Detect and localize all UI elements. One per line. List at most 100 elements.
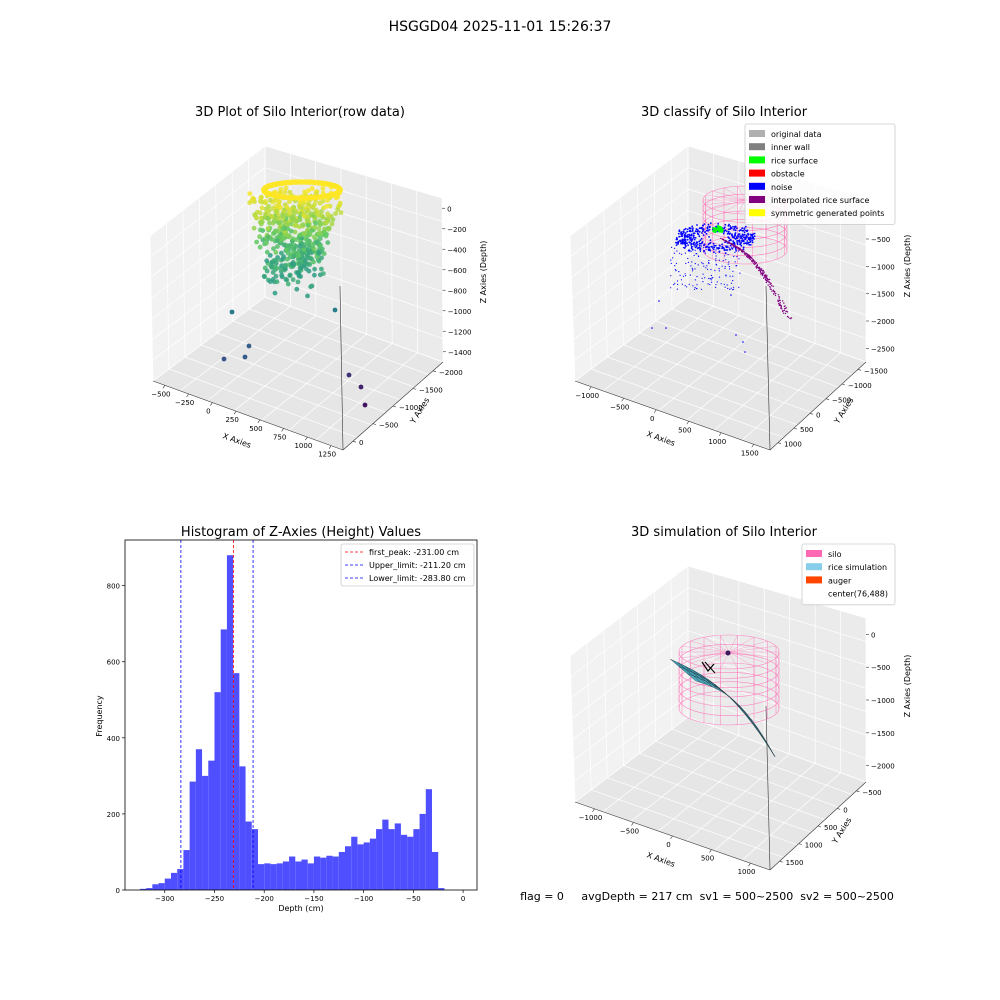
raw-data-point <box>259 205 265 211</box>
raw-data-point <box>307 249 312 255</box>
raw-z-axis-label: Z Axies (Depth) <box>479 241 488 304</box>
noise-point <box>727 254 729 256</box>
noise-point <box>687 244 689 247</box>
simulation-z-tick-label: 0 <box>871 631 875 639</box>
histogram-y-tick-label: 600 <box>107 659 120 667</box>
raw-outlier-point <box>242 354 248 360</box>
raw-data-point <box>320 246 325 252</box>
noise-point <box>680 241 682 243</box>
simulation-x-tick-mark <box>748 863 751 867</box>
simulation-z-tick-label: −500 <box>871 664 890 672</box>
raw-data-point <box>316 226 322 232</box>
raw-data-point <box>328 213 334 219</box>
noise-point <box>708 248 710 251</box>
noise-point <box>683 236 686 239</box>
noise-point <box>718 268 720 270</box>
simulation-grid-line <box>607 777 798 846</box>
simulation-silo-spoke <box>690 640 730 653</box>
noise-point <box>707 283 709 285</box>
noise-point <box>735 237 738 240</box>
simulation-silo-spoke <box>728 651 738 669</box>
noise-point <box>715 252 717 254</box>
classify-grid-line <box>653 171 657 322</box>
interpolated-surface-point <box>783 309 786 312</box>
raw-data-point <box>287 199 292 205</box>
histogram-bar <box>345 846 352 890</box>
histogram-x-tick-label: −300 <box>155 895 174 903</box>
interpolated-surface-point <box>782 310 784 312</box>
noise-point <box>741 233 744 236</box>
interpolated-surface-point <box>765 281 767 284</box>
interpolated-surface-point <box>743 252 746 254</box>
histogram-legend: first_peak: -231.00 cm Upper_limit: -211.… <box>340 543 475 587</box>
raw-data-point <box>285 281 291 287</box>
simulation-y-tick-mark <box>798 843 802 845</box>
classify-x-tick-label: 500 <box>678 426 691 434</box>
noise-point <box>673 252 676 254</box>
raw-outlier-point <box>332 307 338 313</box>
raw-data-point <box>301 247 307 253</box>
interpolated-surface-point <box>720 237 722 240</box>
simulation-y-tick-label: 500 <box>824 824 837 832</box>
raw-pane-floor <box>153 297 443 450</box>
interpolated-surface-point <box>753 263 755 265</box>
noise-point <box>753 235 756 238</box>
simulation-grid-line <box>687 565 867 619</box>
classify-legend-frame <box>744 123 896 225</box>
noise-point <box>733 288 735 290</box>
classify-x-tick-mark <box>654 409 657 413</box>
noise-point <box>727 232 730 235</box>
raw-outlier-point <box>221 356 227 362</box>
interpolated-surface-point <box>783 312 785 314</box>
rice-surface-point <box>716 227 720 231</box>
noise-point <box>690 247 693 250</box>
noise-point <box>702 273 704 275</box>
classify-grid-line <box>586 223 592 370</box>
noise-point <box>674 282 676 284</box>
noise-point <box>698 235 701 238</box>
noise-point <box>708 277 710 280</box>
classify-grid-line <box>655 320 839 388</box>
classify-silo-spoke <box>712 190 746 201</box>
raw-data-point <box>279 272 285 278</box>
raw-data-point <box>277 233 283 239</box>
simulation-x-tick-label: −1000 <box>579 814 603 822</box>
simulation-grid-line <box>571 608 689 698</box>
raw-x-tick-mark <box>305 436 308 441</box>
noise-point <box>701 277 703 279</box>
interpolated-surface-point <box>765 277 767 279</box>
noise-point <box>723 249 726 252</box>
raw-grid-line <box>315 352 418 441</box>
simulation-grid-line <box>687 608 867 666</box>
noise-point <box>735 334 737 336</box>
raw-data-point <box>274 265 280 271</box>
classify-grid-line <box>687 296 867 363</box>
histogram-bar <box>152 884 159 890</box>
raw-data-point <box>325 211 330 217</box>
raw-y-tick-mark <box>372 423 377 425</box>
noise-point <box>692 237 695 239</box>
interpolated-surface-point <box>746 253 749 255</box>
raw-data-point <box>284 247 289 253</box>
raw-y-tick-label: −1500 <box>419 386 443 394</box>
noise-point <box>724 266 726 268</box>
classify-y-tick-mark <box>777 442 782 444</box>
noise-point <box>684 232 687 234</box>
histogram-bar <box>170 872 178 890</box>
noise-point <box>701 232 703 234</box>
noise-point <box>719 245 721 247</box>
interpolated-surface-point <box>739 248 741 250</box>
histogram-bar <box>264 863 271 890</box>
noise-point <box>738 286 740 288</box>
raw-data-point <box>247 191 253 197</box>
raw-data-point <box>324 204 330 209</box>
raw-data-point <box>261 273 267 279</box>
raw-data-point <box>271 246 276 252</box>
raw-data-point <box>305 208 311 213</box>
rice-surface-point <box>714 227 717 230</box>
classify-x-tick-mark <box>621 398 624 402</box>
raw-data-point <box>288 221 294 227</box>
noise-point <box>692 270 694 272</box>
simulation-legend-label: silo <box>828 550 842 559</box>
noise-point <box>693 245 695 247</box>
